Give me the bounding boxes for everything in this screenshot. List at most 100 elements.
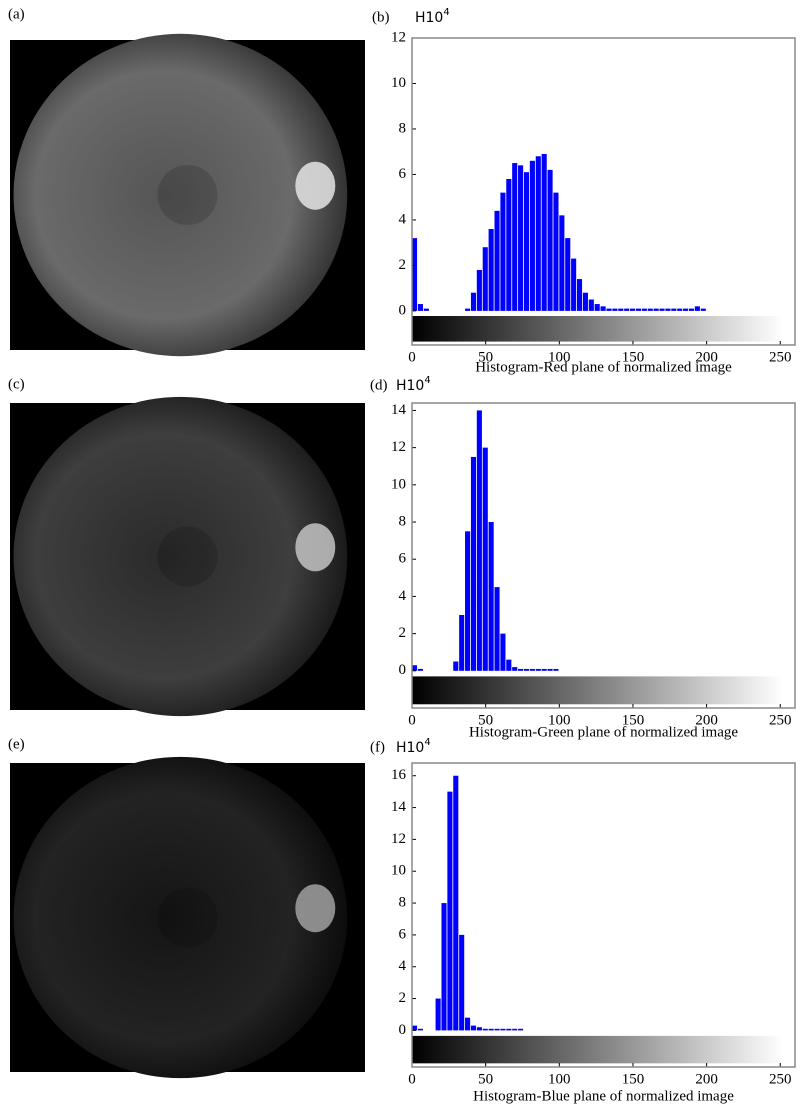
bar — [506, 178, 512, 311]
macula — [157, 887, 218, 948]
bar — [518, 668, 524, 671]
y-tick-label: 10 — [391, 476, 406, 492]
bar — [547, 668, 553, 671]
bar — [653, 308, 659, 311]
y-tick-label: 8 — [399, 513, 407, 529]
bar — [594, 304, 600, 311]
y-axis-label: H104 — [415, 7, 450, 26]
bar — [553, 192, 559, 311]
plot-frame — [411, 762, 796, 1068]
bar — [476, 1027, 482, 1031]
x-tick-label: 250 — [769, 349, 792, 365]
x-tick-label: 250 — [769, 712, 792, 728]
bar — [512, 163, 518, 311]
optic-disc — [295, 884, 336, 933]
x-tick-label: 200 — [695, 712, 718, 728]
bar — [571, 258, 577, 311]
bar — [494, 587, 500, 671]
bar — [529, 668, 535, 671]
bar — [688, 308, 695, 311]
y-tick-label: 14 — [391, 799, 407, 815]
x-tick-label: 50 — [478, 712, 493, 728]
y-tick-label: 2 — [399, 625, 407, 641]
x-axis-label: Histogram-Green plane of normalized imag… — [469, 724, 738, 740]
bar — [683, 308, 689, 311]
bar — [518, 1028, 524, 1031]
panel-label: (d) — [370, 377, 388, 393]
bar — [459, 934, 465, 1031]
bar — [535, 668, 541, 671]
bar — [677, 308, 683, 311]
bar — [500, 192, 506, 311]
macula — [157, 526, 218, 587]
y-tick-label: 12 — [391, 29, 406, 45]
bar — [600, 306, 606, 311]
optic-disc — [295, 523, 336, 572]
y-tick-label: 12 — [391, 439, 406, 455]
y-tick-label: 0 — [399, 1022, 407, 1038]
bar — [441, 903, 447, 1031]
intensity-strip — [412, 1035, 783, 1064]
x-tick-label: 0 — [408, 349, 416, 365]
x-tick-label: 50 — [478, 349, 493, 365]
y-axis-label-exponent: 4 — [424, 375, 430, 386]
y-tick-label: 2 — [399, 990, 407, 1006]
x-tick-label: 150 — [622, 712, 645, 728]
bar — [535, 156, 541, 311]
bar — [647, 308, 653, 311]
x-tick-label: 50 — [478, 1071, 493, 1087]
bar — [630, 308, 636, 311]
fundus — [13, 756, 348, 1079]
bar — [700, 308, 706, 311]
bar — [500, 1028, 506, 1031]
y-tick-label: 0 — [399, 662, 407, 678]
bar — [488, 1028, 494, 1031]
bar — [559, 215, 565, 311]
y-axis-label: H104 — [396, 375, 431, 394]
fundus — [13, 396, 348, 717]
bar — [624, 308, 630, 311]
panel-label: (e) — [8, 736, 25, 752]
intensity-strip — [412, 676, 783, 705]
panel-label: (b) — [372, 9, 390, 25]
x-tick-label: 100 — [548, 349, 571, 365]
bar — [576, 279, 583, 311]
plot-frame — [411, 37, 796, 346]
intensity-strip — [412, 316, 783, 342]
fundus — [13, 33, 348, 357]
y-tick-label: 4 — [399, 588, 407, 604]
bar — [488, 229, 494, 311]
bar — [529, 160, 535, 311]
x-tick-label: 250 — [769, 1071, 792, 1087]
y-tick-label: 10 — [391, 863, 406, 879]
bar — [417, 304, 423, 311]
bar — [482, 1028, 488, 1031]
x-tick-label: 200 — [695, 1071, 718, 1087]
panel-label: (f) — [370, 739, 385, 755]
bar — [523, 172, 530, 311]
bar — [518, 165, 524, 311]
x-axis-label: Histogram-Blue plane of normalized image — [473, 1088, 734, 1104]
y-tick-label: 12 — [391, 831, 406, 847]
bar — [494, 1028, 500, 1031]
y-tick-label: 4 — [399, 958, 407, 974]
bar — [412, 665, 418, 671]
bar — [541, 668, 547, 671]
bar — [476, 269, 482, 311]
bar — [541, 153, 547, 311]
x-tick-label: 150 — [622, 1071, 645, 1087]
bar — [500, 633, 506, 671]
bar — [547, 169, 553, 311]
y-axis-label-base: H10 — [396, 740, 424, 756]
bar — [494, 210, 500, 311]
bar — [582, 292, 588, 311]
bar — [470, 1025, 477, 1031]
bar — [665, 308, 671, 311]
bar — [612, 308, 618, 311]
x-tick-label: 0 — [408, 1071, 416, 1087]
bar — [465, 1017, 471, 1031]
bar — [553, 668, 559, 671]
bar — [641, 308, 647, 311]
bar — [447, 791, 453, 1031]
